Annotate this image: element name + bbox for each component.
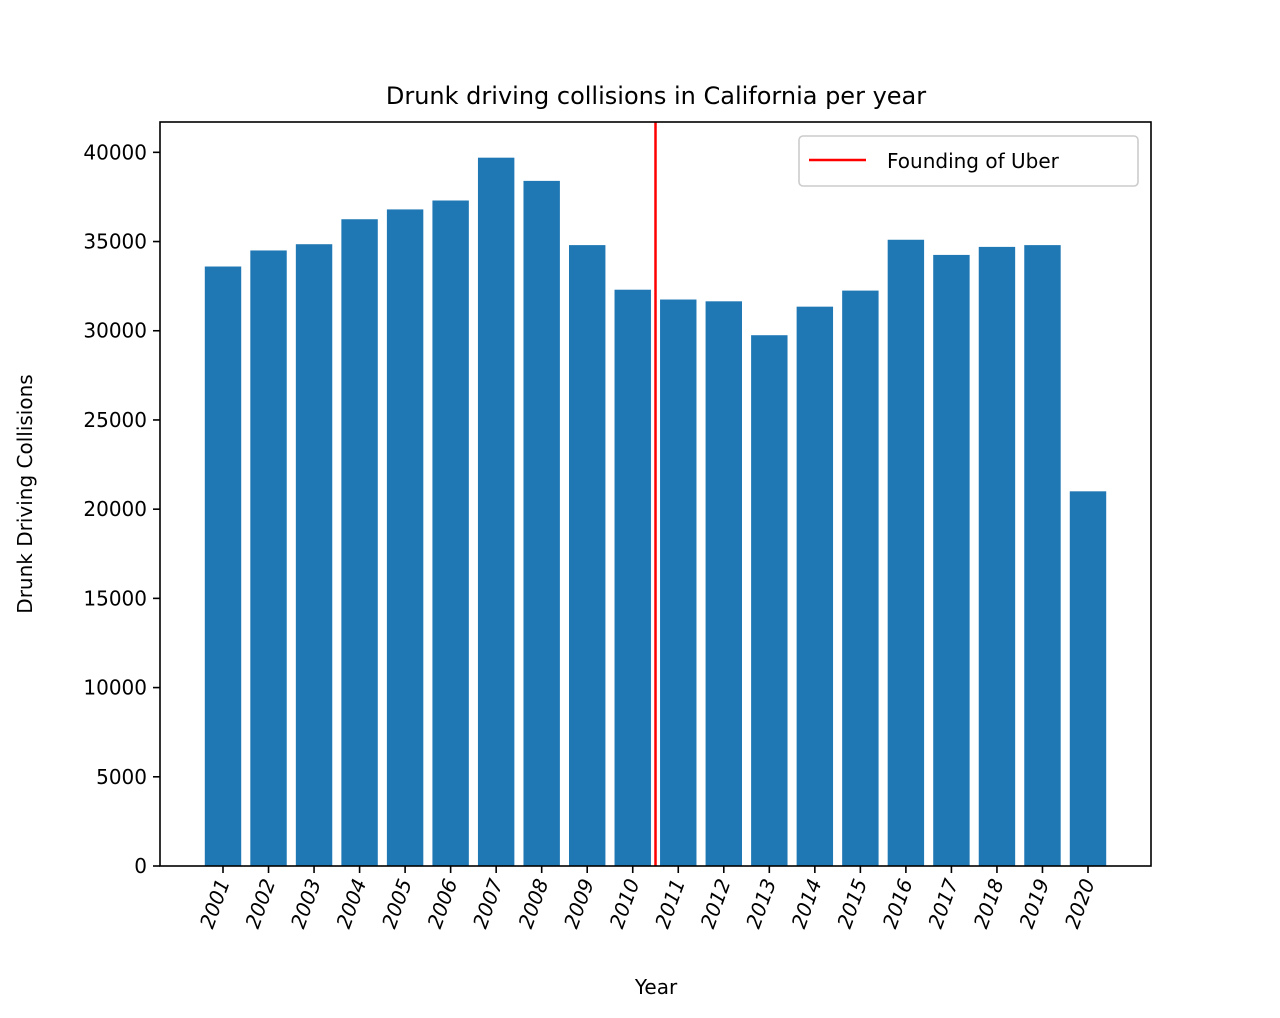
bar-2005 bbox=[386, 209, 424, 867]
x-tick-label-2005: 2005 bbox=[377, 876, 417, 932]
y-tick-label-40000: 40000 bbox=[83, 140, 147, 164]
x-tick-label-2006: 2006 bbox=[422, 876, 462, 932]
legend: Founding of Uber bbox=[798, 135, 1139, 187]
x-tick-label-2016: 2016 bbox=[878, 876, 918, 932]
bar-2018 bbox=[978, 246, 1016, 866]
x-tick-label-2012: 2012 bbox=[696, 876, 736, 932]
bar-2013 bbox=[751, 335, 788, 867]
x-tick-label-2011: 2011 bbox=[650, 876, 690, 932]
x-tick-label-2018: 2018 bbox=[969, 876, 1009, 932]
bar-2009 bbox=[569, 245, 606, 867]
chart-title: Drunk driving collisions in California p… bbox=[386, 82, 926, 110]
x-tick-label-2008: 2008 bbox=[513, 876, 553, 932]
y-tick-label-15000: 15000 bbox=[83, 586, 147, 610]
y-tick-label-20000: 20000 bbox=[83, 497, 147, 521]
bar-2017 bbox=[933, 254, 970, 867]
bar-2012 bbox=[705, 301, 742, 866]
bar-2004 bbox=[341, 219, 378, 867]
y-tick-label-5000: 5000 bbox=[96, 765, 147, 789]
x-axis-label: Year bbox=[634, 975, 678, 999]
x-tick-label-2001: 2001 bbox=[195, 876, 235, 932]
legend-entry-label: Founding of Uber bbox=[887, 149, 1060, 173]
y-axis: 0 5000 10000 15000 20000 25000 30000 35000 40000 bbox=[83, 140, 160, 878]
x-tick-label-2009: 2009 bbox=[559, 876, 599, 932]
y-tick-label-30000: 30000 bbox=[83, 319, 147, 343]
bar-2007 bbox=[477, 157, 515, 866]
x-tick-label-2014: 2014 bbox=[787, 876, 827, 932]
x-tick-label-2015: 2015 bbox=[832, 876, 872, 932]
bar-2006 bbox=[432, 200, 469, 866]
y-tick-label-0: 0 bbox=[134, 854, 147, 878]
x-tick-label-2010: 2010 bbox=[604, 876, 644, 932]
x-tick-label-2003: 2003 bbox=[286, 876, 326, 932]
bar-2002 bbox=[250, 250, 287, 866]
bar-2008 bbox=[523, 180, 560, 866]
y-tick-label-25000: 25000 bbox=[83, 408, 147, 432]
x-tick-label-2007: 2007 bbox=[468, 875, 508, 931]
x-tick-label-2004: 2004 bbox=[331, 876, 371, 932]
bar-2019 bbox=[1024, 245, 1061, 867]
bar-2020 bbox=[1069, 491, 1107, 866]
x-tick-label-2019: 2019 bbox=[1014, 876, 1054, 932]
bar-2014 bbox=[796, 306, 834, 866]
plot-frame bbox=[159, 121, 1152, 867]
x-tick-label-2002: 2002 bbox=[240, 876, 280, 932]
x-tick-label-2013: 2013 bbox=[741, 876, 781, 932]
legend-box bbox=[798, 135, 1139, 187]
y-axis-label: Drunk Driving Collisions bbox=[13, 374, 37, 613]
y-tick-label-10000: 10000 bbox=[83, 676, 147, 700]
y-tick-label-35000: 35000 bbox=[83, 230, 147, 254]
bar-2011 bbox=[660, 299, 697, 866]
x-tick-label-2020: 2020 bbox=[1060, 876, 1100, 932]
bar-2003 bbox=[295, 244, 333, 867]
bar-2015 bbox=[842, 290, 879, 867]
bar-2016 bbox=[887, 239, 925, 866]
x-tick-label-2017: 2017 bbox=[923, 875, 963, 931]
bar-2001 bbox=[204, 266, 242, 866]
bar-2010 bbox=[614, 289, 651, 867]
bars-group bbox=[204, 157, 1107, 867]
x-axis: 2001 2002 2003 2004 2005 2006 2007 2008 2009 2010… bbox=[195, 866, 1100, 932]
